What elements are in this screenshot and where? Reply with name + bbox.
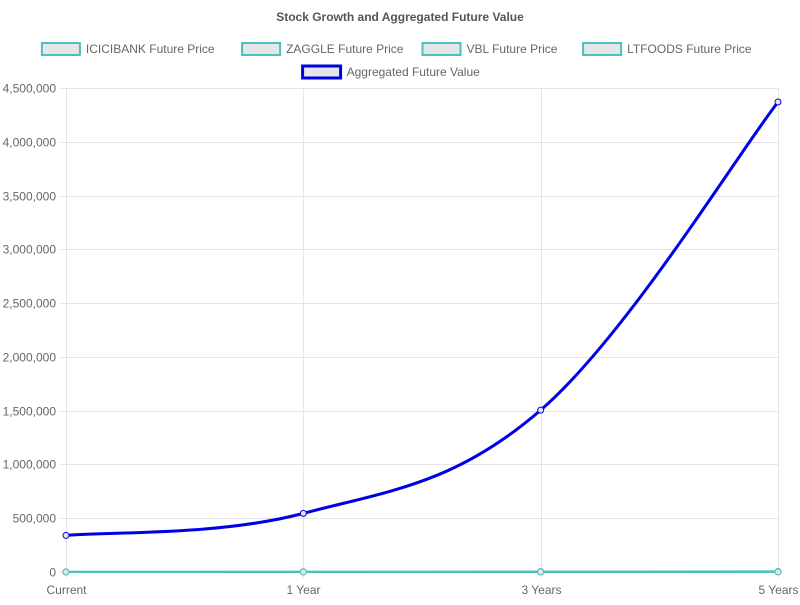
- legend-label: Aggregated Future Value: [347, 65, 481, 79]
- x-axis: Current 1 Year 3 Years 5 Years: [46, 583, 798, 597]
- y-tick-label: 2,000,000: [3, 351, 57, 365]
- chart-title: Stock Growth and Aggregated Future Value: [276, 10, 524, 24]
- legend-item: Aggregated Future Value: [303, 65, 481, 79]
- y-tick-label: 500,000: [13, 512, 57, 526]
- legend-item: ICICIBANK Future Price: [42, 42, 215, 56]
- y-tick-label: 1,000,000: [3, 458, 57, 472]
- y-tick-label: 3,500,000: [3, 190, 57, 204]
- legend-swatch: [423, 43, 461, 55]
- data-point: [538, 407, 544, 413]
- data-point: [63, 532, 69, 538]
- legend-label: LTFOODS Future Price: [627, 42, 752, 56]
- series-layer: [63, 99, 781, 575]
- series-3: [63, 569, 781, 575]
- legend-swatch: [42, 43, 80, 55]
- data-point: [300, 569, 306, 575]
- legend-item: VBL Future Price: [423, 42, 558, 56]
- data-point: [775, 569, 781, 575]
- legend-label: ICICIBANK Future Price: [86, 42, 215, 56]
- data-point: [300, 510, 306, 516]
- x-tick-label: 1 Year: [286, 583, 320, 597]
- legend-swatch: [583, 43, 621, 55]
- legend-item: ZAGGLE Future Price: [242, 42, 404, 56]
- chart-grid: [60, 88, 779, 578]
- x-tick-label: 3 Years: [521, 583, 561, 597]
- legend: ICICIBANK Future Price ZAGGLE Future Pric…: [42, 42, 752, 79]
- data-point: [775, 99, 781, 105]
- x-tick-label: 5 Years: [758, 583, 798, 597]
- y-tick-label: 1,500,000: [3, 405, 57, 419]
- legend-label: ZAGGLE Future Price: [286, 42, 404, 56]
- y-tick-label: 3,000,000: [3, 243, 57, 257]
- series-4: [63, 99, 781, 538]
- series-line: [66, 102, 778, 535]
- y-tick-label: 2,500,000: [3, 297, 57, 311]
- x-tick-label: Current: [46, 583, 87, 597]
- y-tick-label: 4,000,000: [3, 136, 57, 150]
- legend-swatch: [242, 43, 280, 55]
- data-point: [538, 569, 544, 575]
- legend-item: LTFOODS Future Price: [583, 42, 752, 56]
- legend-label: VBL Future Price: [467, 42, 558, 56]
- y-tick-label: 4,500,000: [3, 82, 57, 96]
- y-axis: 0 500,000 1,000,000 1,500,000 2,000,000 2,500…: [3, 82, 57, 580]
- legend-swatch: [303, 66, 341, 78]
- y-tick-label: 0: [49, 566, 56, 580]
- data-point: [63, 569, 69, 575]
